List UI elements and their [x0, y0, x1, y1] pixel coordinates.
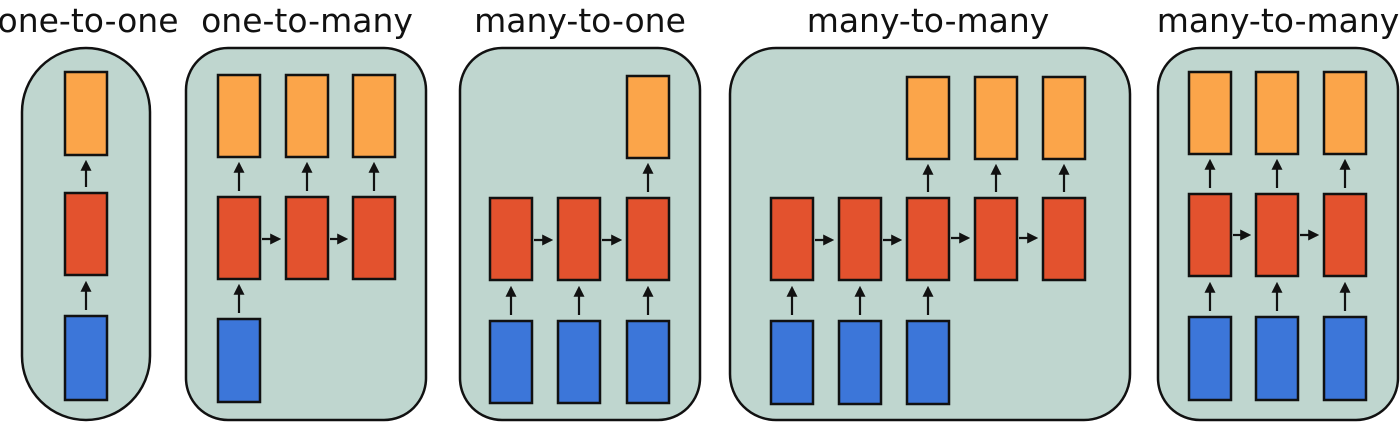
output-cell — [284, 73, 330, 159]
panel-one-to-many: one-to-many — [184, 1, 428, 422]
panel-title: many-to-many — [1157, 1, 1400, 40]
input-cell — [1187, 315, 1233, 402]
input-cell — [1322, 315, 1368, 402]
panel-one-to-one: one-to-one — [0, 1, 178, 422]
hidden-cell — [905, 196, 951, 282]
panel-many-to-many-synced: many-to-many — [1157, 1, 1400, 422]
hidden-cell — [837, 196, 883, 282]
hidden-cell — [769, 196, 815, 282]
panel-title: one-to-many — [201, 1, 413, 40]
input-cell — [837, 319, 883, 406]
hidden-cell — [625, 196, 671, 282]
panel-many-to-one: many-to-one — [458, 1, 702, 422]
output-cell — [1041, 75, 1087, 161]
output-cell — [625, 74, 671, 160]
output-cell — [63, 70, 109, 157]
hidden-cell — [488, 196, 534, 282]
output-cell — [1187, 70, 1233, 156]
hidden-cell — [973, 196, 1019, 282]
panel-title: one-to-one — [0, 1, 178, 40]
input-cell — [625, 319, 671, 405]
hidden-cell — [284, 195, 330, 281]
input-cell — [488, 319, 534, 405]
hidden-cell — [351, 195, 397, 281]
hidden-cell — [556, 196, 602, 282]
output-cell — [973, 75, 1019, 161]
input-cell — [905, 319, 951, 406]
input-cell — [1254, 315, 1300, 402]
hidden-cell — [1322, 192, 1368, 278]
output-cell — [1322, 70, 1368, 156]
input-cell — [769, 319, 815, 406]
output-cell — [1254, 70, 1300, 156]
input-cell — [63, 314, 109, 402]
output-cell — [905, 75, 951, 161]
output-cell — [216, 73, 262, 159]
hidden-cell — [1187, 192, 1233, 278]
hidden-cell — [1041, 196, 1087, 282]
panel-many-to-many-delayed: many-to-many — [728, 1, 1132, 422]
input-cell — [556, 319, 602, 405]
panel-title: many-to-one — [474, 1, 686, 40]
output-cell — [351, 73, 397, 159]
hidden-cell — [63, 191, 109, 277]
panel-title: many-to-many — [807, 1, 1050, 40]
hidden-cell — [1254, 192, 1300, 278]
input-cell — [216, 317, 262, 404]
hidden-cell — [216, 195, 262, 281]
